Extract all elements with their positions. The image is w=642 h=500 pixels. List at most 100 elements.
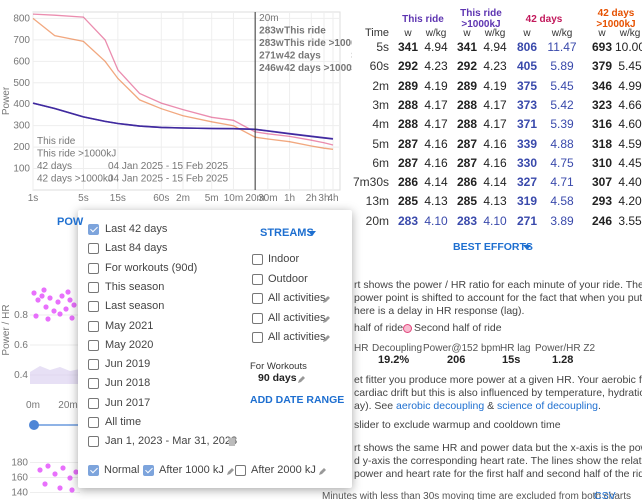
tooltip-title: 20m	[259, 13, 278, 24]
x-tick-label: 60s	[153, 193, 169, 204]
checkbox[interactable]	[143, 465, 154, 476]
date-range-option[interactable]: Last season	[105, 300, 165, 313]
pencil	[298, 376, 305, 383]
legend-label: This ride >1000kJ	[37, 149, 116, 160]
value-cell: 4.60	[618, 117, 642, 132]
stream-filter[interactable]: Outdoor	[268, 272, 308, 285]
checkbox[interactable]	[252, 312, 263, 324]
time-cell: 2m	[372, 78, 389, 93]
mode-option[interactable]: After 2000 kJ	[251, 464, 316, 476]
value-cell: 375	[516, 78, 538, 93]
value-cell: 5.39	[550, 117, 574, 132]
power-chart: 100 200 300 400 500 600 700 800 1s 5s 15s 60s 2m 5m 10…	[1, 11, 352, 204]
value-cell: 4.14	[424, 175, 448, 190]
checkbox[interactable]	[88, 262, 99, 274]
edit-icon[interactable]	[322, 315, 331, 324]
checkbox[interactable]	[252, 332, 263, 343]
checkbox[interactable]	[88, 339, 99, 351]
arrow	[308, 231, 316, 236]
date-range-option[interactable]: May 2020	[105, 338, 154, 351]
value-cell: 373	[516, 97, 538, 112]
value-cell: 4.20	[618, 194, 642, 209]
date-range-option[interactable]: Last 84 days	[105, 242, 168, 255]
slider-handle[interactable]	[29, 420, 39, 430]
value-cell: 286	[456, 175, 478, 190]
description-line: d y-axis the corresponding heart rate. T…	[354, 455, 642, 467]
edit-icon[interactable]	[322, 295, 331, 304]
stat-value: 15s	[502, 354, 521, 366]
checkbox[interactable]	[88, 301, 99, 313]
value-cell: 288	[397, 117, 419, 132]
checkbox[interactable]	[88, 281, 99, 293]
date-range-option[interactable]: Last 42 days	[105, 223, 168, 235]
column-header: This ride	[402, 14, 444, 25]
time-cell: 5s	[376, 40, 389, 54]
checkbox[interactable]	[88, 320, 99, 332]
value-cell: 289	[397, 78, 419, 93]
text: ay). See	[354, 400, 397, 412]
date-range-option[interactable]: Jun 2019	[105, 358, 151, 371]
edit-icon[interactable]	[318, 467, 327, 476]
series-line	[32, 102, 334, 140]
value-cell: 283	[456, 213, 478, 228]
streams-button[interactable]: STREAMS	[260, 227, 314, 239]
checkbox[interactable]	[88, 436, 99, 448]
edit-icon[interactable]	[226, 467, 235, 476]
x-tick-label: 30m	[258, 193, 277, 204]
mode-option[interactable]: Normal	[104, 464, 140, 476]
stat-label: Power@152 bpm	[423, 343, 501, 354]
checkbox[interactable]	[88, 359, 99, 371]
value-cell: 4.66	[618, 97, 642, 112]
scatter-dot	[45, 316, 51, 322]
value-cell: 4.19	[483, 78, 507, 93]
date-range-option[interactable]: Jun 2017	[105, 396, 151, 409]
checkbox[interactable]	[88, 378, 99, 390]
scatter-dot	[60, 465, 66, 471]
value-cell: 10.00	[614, 40, 642, 54]
date-range-option[interactable]: For workouts (90d)	[105, 261, 198, 274]
date-range-option[interactable]: This season	[105, 280, 165, 293]
checkbox[interactable]	[252, 254, 263, 265]
stream-filter[interactable]: All activities	[268, 331, 326, 343]
stream-filter[interactable]: Indoor	[268, 253, 300, 265]
add-date-range-button[interactable]: ADD DATE RANGE	[250, 394, 345, 406]
link[interactable]: aerobic decoupling	[396, 400, 485, 412]
date-range-option[interactable]: May 2021	[105, 319, 154, 332]
y-axis-label: Power / HR	[1, 304, 12, 355]
value-cell: 4.14	[483, 175, 507, 190]
edit-icon[interactable]	[297, 375, 306, 384]
edit-icon[interactable]	[322, 334, 331, 343]
delete-icon[interactable]	[228, 437, 236, 447]
value-cell: 289	[456, 78, 478, 93]
mode-option[interactable]: After 1000 kJ	[159, 464, 224, 476]
date-range-option[interactable]: Jan 1, 2023 - Mar 31, 2023	[105, 435, 238, 448]
checkbox[interactable]	[88, 417, 99, 428]
dropdown-arrow	[523, 245, 531, 250]
value-cell: 4.16	[424, 155, 448, 170]
value-cell: 3.89	[550, 213, 574, 228]
date-range-option[interactable]: All time	[105, 416, 142, 428]
value-cell: 287	[456, 136, 478, 151]
stream-filter[interactable]: All activities	[268, 292, 326, 304]
checkbox[interactable]	[88, 243, 99, 255]
checkbox[interactable]	[252, 293, 263, 304]
trash	[228, 437, 236, 447]
date-range-option[interactable]: Jun 2018	[105, 377, 151, 390]
tab-label[interactable]: POW	[57, 216, 84, 228]
checkbox[interactable]	[88, 397, 99, 409]
checkbox[interactable]	[88, 224, 99, 235]
value-cell: 5.45	[550, 78, 574, 93]
link[interactable]: science of decoupling	[497, 400, 599, 412]
tooltip-series: This ride >1000kJ	[284, 38, 352, 49]
csv-link[interactable]: CSV	[594, 490, 616, 500]
checkbox[interactable]	[252, 273, 263, 285]
stream-filter[interactable]: All activities	[268, 311, 326, 324]
pencil	[323, 296, 330, 303]
value-cell: 339	[516, 136, 538, 151]
checkbox[interactable]	[88, 465, 99, 476]
stat-label: HR lag	[500, 343, 531, 354]
checkbox[interactable]	[235, 465, 246, 476]
best-efforts-button[interactable]: BEST EFFORTS	[453, 241, 533, 253]
